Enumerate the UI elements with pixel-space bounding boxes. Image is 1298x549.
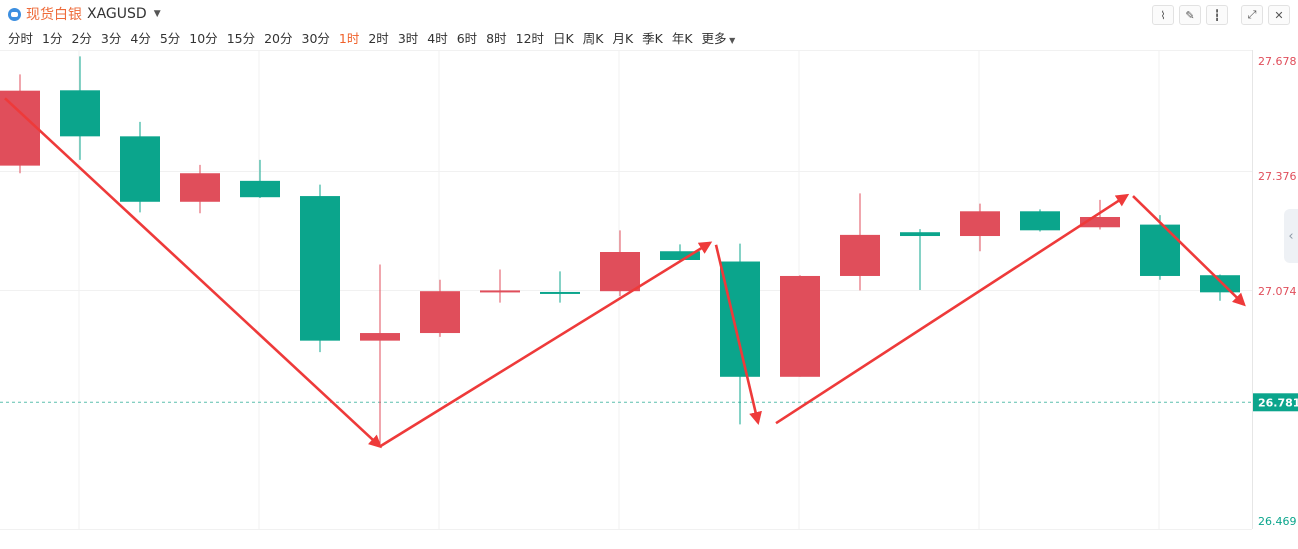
period-tab[interactable]: 4时 (427, 31, 448, 46)
trend-arrow (4, 97, 382, 449)
caret-down-icon: ▼ (153, 9, 161, 19)
candlestick-chart: 27.678 27.376 27.074 26.469 26.781 (0, 50, 1298, 530)
close-icon: ✕ (1274, 8, 1284, 22)
period-tab[interactable]: 2分 (71, 31, 92, 46)
period-tab[interactable]: 2时 (368, 31, 389, 46)
candle-body (1020, 211, 1060, 231)
period-tab[interactable]: 6时 (456, 31, 478, 46)
candle-body (1200, 275, 1240, 293)
period-tab[interactable]: 季K (642, 31, 663, 46)
chart-toolbar: ⌇ ✎ ┇ ⤢ ✕ (1152, 5, 1290, 25)
candle-type-button[interactable]: ┇ (1206, 5, 1228, 25)
period-tabs: 分时 1分 2分 3分 4分 5分 10分 15分 20分 30分 1时 2时 3时 4时 6时 8时 12时日… (8, 28, 735, 47)
chevron-left-icon[interactable]: ‹ (1284, 209, 1298, 263)
candle-body (960, 211, 1000, 237)
period-tab[interactable]: 1分 (42, 31, 63, 46)
period-tab[interactable]: 分时 (8, 31, 34, 46)
trend-arrow (1132, 195, 1246, 307)
candle-body (840, 234, 880, 276)
candle-body (900, 232, 940, 237)
candle-body (1080, 216, 1120, 228)
candle-body (300, 196, 340, 341)
period-tab[interactable]: 更多 ▼ (701, 31, 736, 46)
y-axis-tick-label: 27.376 (1258, 170, 1297, 183)
period-tab[interactable]: 年K (671, 31, 693, 46)
close-button[interactable]: ✕ (1268, 5, 1290, 25)
symbol-code: XAGUSD (87, 6, 147, 22)
chart-header: 现货白银 XAGUSD ▼ ⌇ ✎ ┇ ⤢ ✕ (0, 0, 1298, 25)
candle-body (240, 180, 280, 198)
candle-body (180, 173, 220, 202)
draw-tool-button[interactable]: ✎ (1179, 5, 1201, 25)
pencil-icon: ✎ (1185, 8, 1195, 22)
expand-button[interactable]: ⤢ (1241, 5, 1263, 25)
trend-arrow (714, 244, 762, 425)
line-style-button[interactable]: ⌇ (1152, 5, 1174, 25)
current-price-badge (1253, 393, 1298, 412)
period-tab[interactable]: 3时 (397, 31, 419, 46)
line-chart-icon: ⌇ (1160, 8, 1166, 22)
period-tab[interactable]: 10分 (189, 31, 218, 46)
period-tab[interactable]: 周K (582, 31, 604, 46)
candle-body (600, 252, 640, 292)
period-tab[interactable]: 30分 (301, 31, 330, 46)
period-tab[interactable]: 4分 (130, 31, 151, 46)
candle-body (120, 136, 160, 202)
period-tab[interactable]: 12时 (515, 31, 545, 46)
current-price-label: 26.781 (1258, 396, 1298, 409)
trend-arrow (775, 193, 1130, 425)
period-tab[interactable]: 月K (612, 31, 634, 46)
period-tab[interactable]: 3分 (100, 31, 122, 46)
period-tab[interactable]: 1时 (338, 31, 360, 46)
trend-arrow (379, 241, 713, 448)
y-axis-tick-label: 26.469 (1258, 515, 1297, 528)
silver-coin-icon (8, 7, 21, 21)
y-axis-tick-label: 27.678 (1258, 55, 1297, 68)
candle-body (420, 291, 460, 334)
period-tab[interactable]: 5分 (159, 31, 181, 46)
period-tab[interactable]: 15分 (226, 31, 256, 46)
expand-icon: ⤢ (1247, 8, 1257, 21)
symbol-selector[interactable]: 现货白银 XAGUSD ▼ (8, 4, 161, 24)
candle-body (660, 251, 700, 260)
candle-body (0, 90, 40, 166)
candle-body (720, 261, 760, 377)
period-tab[interactable]: 20分 (264, 31, 293, 46)
candle-body (1140, 224, 1180, 276)
candle-body (360, 333, 400, 341)
period-tab[interactable]: 8时 (486, 31, 507, 46)
candle-body (480, 290, 520, 293)
symbol-name: 现货白银 (26, 7, 82, 23)
candlestick-icon: ┇ (1213, 8, 1221, 22)
caret-down-icon: ▼ (726, 36, 736, 45)
period-tab[interactable]: 日K (553, 31, 574, 46)
y-axis-tick-label: 27.074 (1258, 285, 1297, 298)
candle-body (540, 291, 580, 294)
candle-body (780, 275, 820, 377)
candle-body (60, 90, 100, 137)
